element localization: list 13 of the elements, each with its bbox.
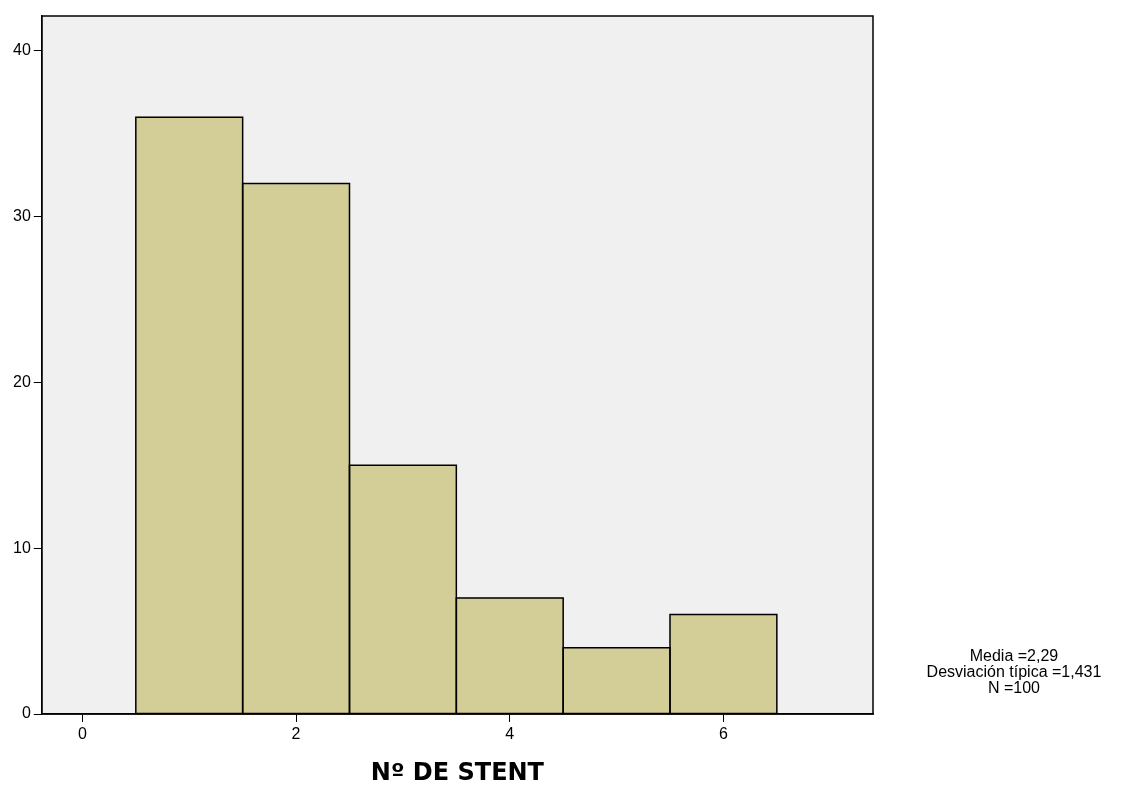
text: N =100 [986,679,1040,696]
y-tick-label: 10 [13,538,31,556]
y-tick-label: 30 [13,207,31,225]
x-tick-label: 2 [291,725,301,743]
text: Desviación típica =1,431 [925,663,1103,680]
y-tick-label: 20 [13,372,31,390]
text: Media =2,29 [968,647,1060,664]
x-axis-title: Nº DE STENT [370,757,545,786]
y-tick-label: 0 [21,704,31,722]
x-tick-label: 6 [718,725,728,743]
x-tick-label: 0 [77,725,87,743]
x-tick-label: 4 [505,725,515,743]
y-tick-label: 40 [13,41,31,59]
